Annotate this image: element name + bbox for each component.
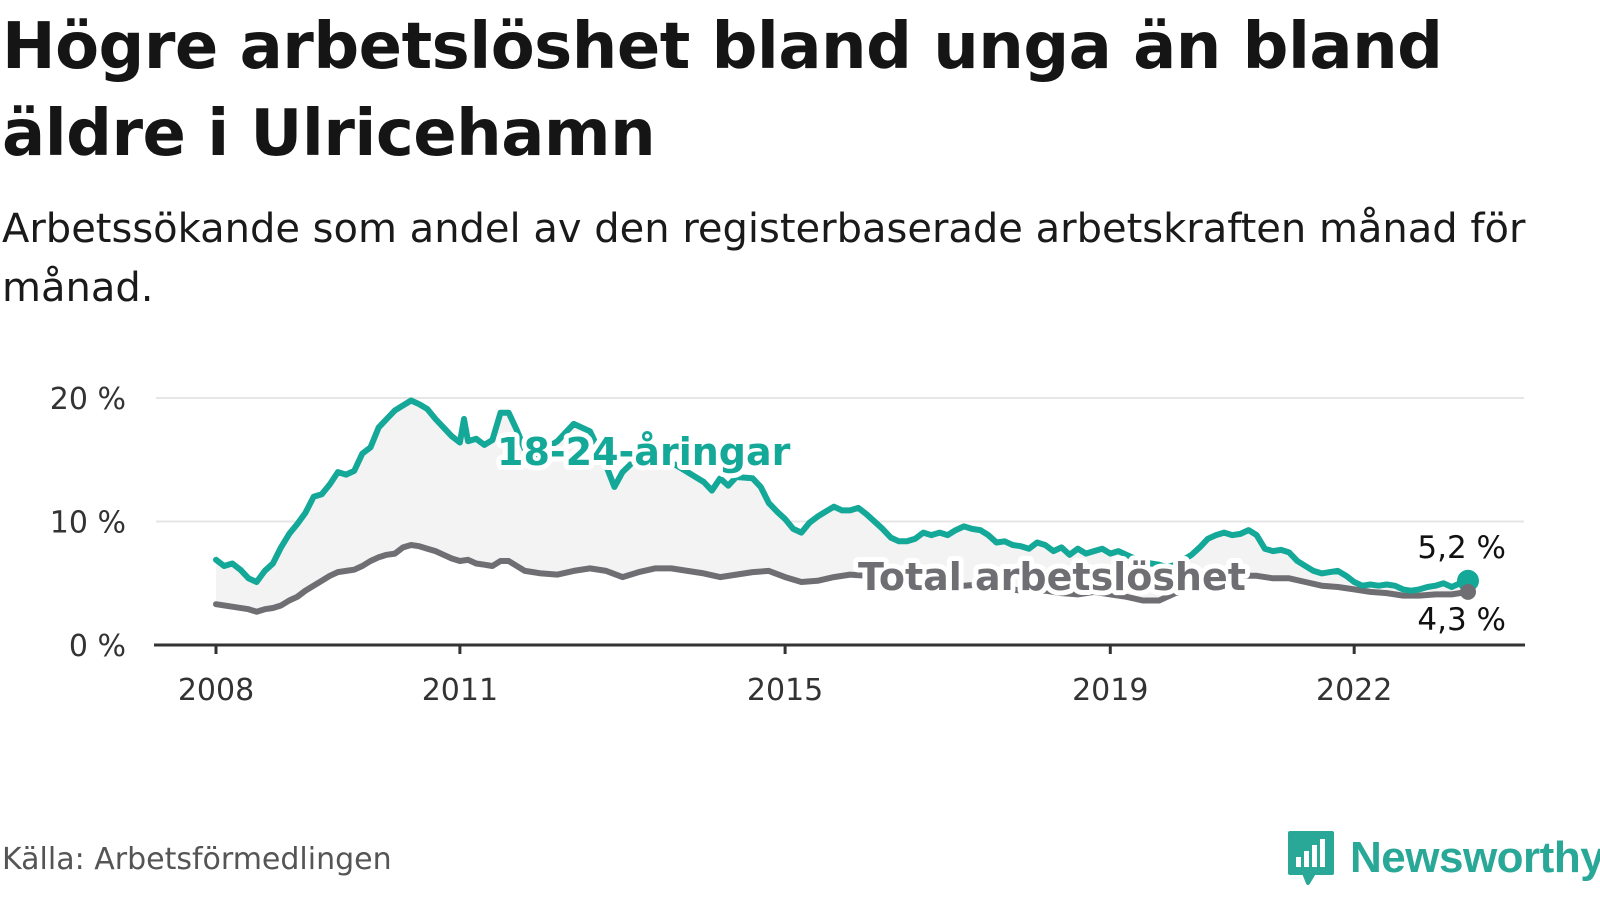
x-tick-label: 2015 [747,673,823,708]
x-tick-label: 2008 [178,673,254,708]
chart-subtitle: Arbetssökande som andel av den registerb… [2,206,1526,311]
newsworthy-logo-icon [1288,831,1334,885]
series-line-youth [213,397,1471,594]
y-tick-label: 20 % [50,382,126,417]
source-note: Källa: Arbetsförmedlingen [2,842,392,877]
x-axis-ticks: 2008 2011 2015 2019 2022 [178,645,1392,708]
newsworthy-logo-text: Newsworthy [1350,833,1600,882]
x-tick-label: 2019 [1072,673,1148,708]
series-label-youth: 18-24-åringar [497,430,791,474]
y-tick-label: 10 % [50,506,126,541]
newsworthy-logo[interactable]: Newsworthy [1286,828,1600,888]
y-axis-ticks: 0 % 10 % 20 % [50,382,126,664]
chart-title: Högre arbetslöshet bland unga än bland ä… [2,10,1443,171]
x-tick-label: 2011 [422,673,498,708]
line-chart: 0 % 10 % 20 % 2008 2011 2015 2019 2022 18-24-å… [50,382,1525,708]
y-tick-label: 0 % [69,629,126,664]
series-label-total: Total arbetslöshet [858,555,1246,599]
end-value-label-youth: 5,2 % [1417,530,1506,566]
series-line-total [213,542,1471,615]
end-value-label-total: 4,3 % [1417,602,1506,638]
x-tick-label: 2022 [1316,673,1392,708]
series-end-marker-total [1460,583,1476,600]
